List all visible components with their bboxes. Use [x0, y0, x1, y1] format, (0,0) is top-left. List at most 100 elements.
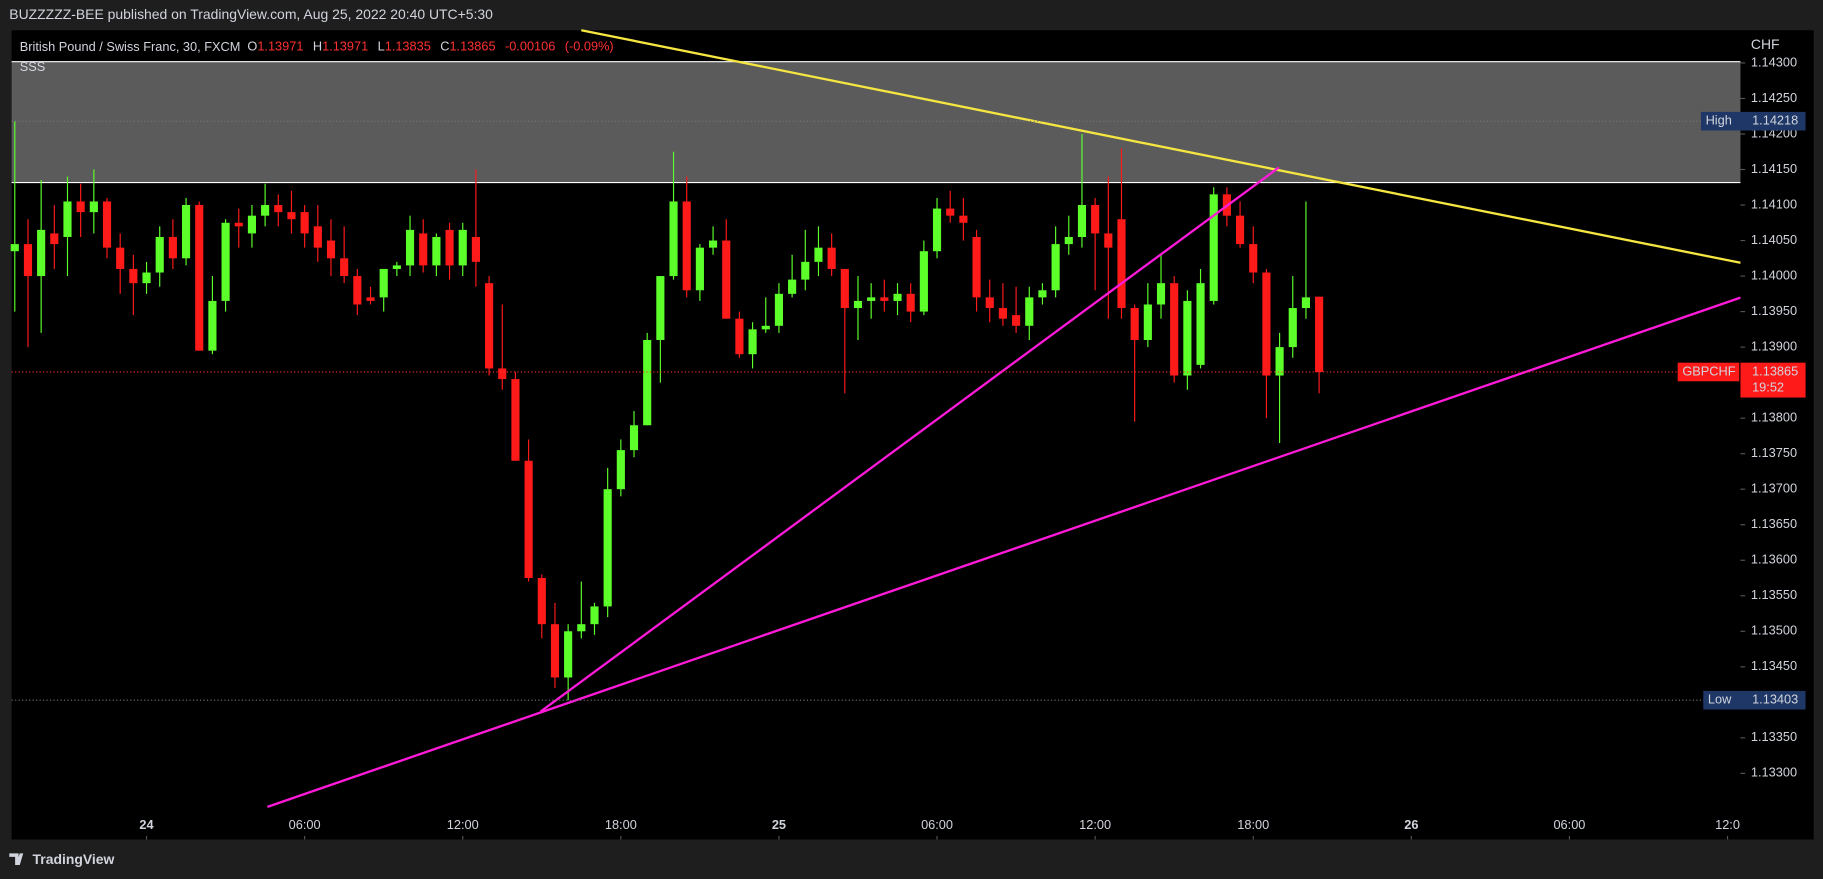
candle-body: [458, 229, 467, 266]
logo: [9, 853, 24, 866]
candle-body: [485, 283, 494, 369]
candle-body: [761, 325, 770, 330]
candle-body: [1038, 290, 1047, 298]
candle-body: [353, 276, 362, 305]
candle-body: [932, 208, 942, 252]
x-tick-label: 06:00: [289, 817, 321, 832]
candle-body: [168, 236, 177, 259]
ohlc-legend: O1.13971 H1.13971 L1.13835 C1.13865 -0.0…: [247, 39, 613, 54]
candle-body: [471, 236, 480, 262]
y-tick-label: 1.13600: [1751, 552, 1797, 567]
candle-body: [695, 247, 704, 291]
candle-body: [366, 297, 375, 301]
y-tick-label: 1.13700: [1751, 481, 1797, 496]
candle-body: [155, 236, 164, 273]
low-label: Low: [1708, 692, 1732, 707]
candle-body: [708, 240, 718, 248]
countdown: 19:52: [1752, 380, 1784, 395]
x-tick-label: 18:00: [605, 817, 637, 832]
footer: TradingView: [33, 851, 115, 867]
y-tick-label: 1.13900: [1751, 338, 1797, 353]
candle-body: [669, 201, 678, 277]
candle-body: [247, 215, 257, 234]
y-tick-label: 1.13450: [1751, 658, 1797, 673]
candle-body: [1301, 297, 1311, 309]
candle-body: [603, 489, 612, 607]
candle-body: [853, 300, 863, 309]
y-tick-label: 1.14250: [1751, 90, 1797, 105]
candle-body: [814, 247, 823, 262]
candle-body: [432, 236, 441, 266]
candle-body: [208, 300, 217, 351]
candle-body: [682, 201, 691, 291]
candle-body: [946, 208, 955, 216]
candle-body: [1025, 297, 1034, 326]
y-tick-label: 1.13800: [1751, 410, 1797, 425]
high-value: 1.14218: [1752, 113, 1798, 128]
trendline: [267, 296, 1741, 808]
candle-body: [959, 215, 968, 223]
change-pct: (-0.09%): [565, 39, 614, 54]
candle-body: [774, 293, 784, 326]
candle-body: [985, 297, 994, 309]
candle-body: [524, 460, 533, 579]
candle-body: [643, 340, 652, 426]
candle-body: [50, 233, 59, 245]
x-tick-label: 26: [1404, 817, 1418, 832]
indicator: SSS: [20, 59, 46, 74]
candle-body: [1288, 308, 1297, 348]
candle-body: [379, 268, 388, 298]
y-tick-label: 1.13550: [1751, 587, 1797, 602]
candle-body: [1156, 283, 1166, 305]
candle-body: [195, 205, 204, 351]
candle-body: [656, 276, 665, 341]
y-tick-label: 1.14300: [1751, 54, 1797, 69]
candle-body: [102, 201, 112, 248]
candle-body: [392, 265, 401, 269]
candle-body: [1091, 205, 1100, 234]
candle-body: [1064, 236, 1073, 245]
candle-body: [972, 236, 981, 298]
candles: [10, 121, 1324, 701]
candle-body: [419, 233, 428, 266]
candle-body: [1196, 283, 1205, 365]
zone: [11, 61, 1741, 183]
candle-body: [10, 244, 19, 252]
candle-body: [1012, 315, 1021, 326]
candle-body: [23, 244, 33, 277]
low-value: 1.13403: [1752, 692, 1798, 707]
candle-body: [76, 201, 85, 213]
candle-body: [550, 624, 560, 678]
candle-body: [906, 293, 915, 312]
y-tick-label: 1.13500: [1751, 623, 1797, 638]
candle-body: [629, 425, 639, 451]
last-value: 1.13865: [1752, 363, 1798, 378]
last-price-tag: [1740, 362, 1806, 398]
candle-body: [867, 297, 876, 301]
candle-body: [590, 606, 599, 625]
candle-body: [880, 297, 889, 301]
trendline: [539, 166, 1280, 713]
candle-body: [129, 268, 138, 284]
trendline: [581, 29, 1741, 264]
l-value: 1.13835: [385, 39, 431, 54]
candle-body: [116, 247, 125, 269]
y-tick-label: 1.14150: [1751, 161, 1797, 176]
candle-body: [37, 229, 46, 277]
candle-body: [1077, 205, 1087, 237]
candle-body: [1315, 296, 1324, 372]
high-label: High: [1706, 113, 1732, 128]
x-tick-label: 12:00: [1079, 817, 1111, 832]
l-label: L: [378, 39, 385, 54]
candle-body: [300, 212, 309, 234]
candle-body: [313, 226, 322, 248]
candle-body: [801, 261, 810, 280]
high-tag: [1700, 111, 1806, 131]
x-tick-label: 06:00: [921, 817, 953, 832]
change: -0.00106: [505, 39, 555, 54]
candle-body: [840, 268, 849, 309]
y-tick-label: 1.14100: [1751, 196, 1797, 211]
candle-body: [445, 229, 454, 266]
